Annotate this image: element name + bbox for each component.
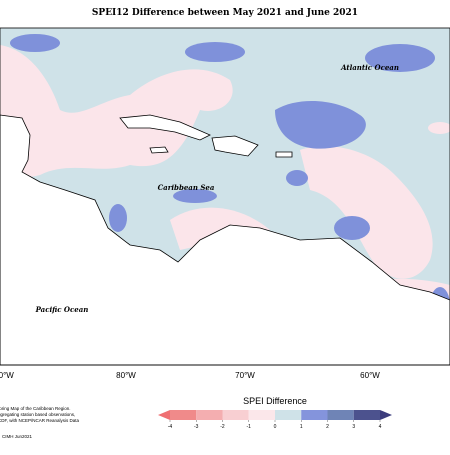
sea-label: Caribbean Sea	[158, 183, 215, 192]
footer: toring Map of the Caribbean Region.ggreg…	[0, 406, 80, 439]
colorbar-tick-label: -2	[220, 424, 225, 430]
colorbar-low	[158, 410, 170, 420]
colorbar-segment	[327, 410, 354, 420]
colorbar-segment	[196, 410, 223, 420]
ocean-label: Atlantic Ocean	[340, 63, 399, 72]
title: SPEI12 Difference between May 2021 and J…	[92, 8, 358, 18]
colorbar-segment	[353, 410, 380, 420]
longitude-label: 80°W	[116, 371, 136, 380]
colorbar-tick-label: 3	[352, 424, 355, 430]
colorbar-tick-label: -4	[168, 424, 173, 430]
colorbar-tick-label: 0	[274, 424, 277, 430]
map-frame	[0, 27, 450, 366]
colorbar-tick-label: 4	[379, 424, 382, 430]
legend: SPEI Difference -4 -3 -2 -1 0 1 2 3 4	[158, 396, 392, 430]
colorbar-segment	[275, 410, 302, 420]
ocean-label: Pacific Ocean	[35, 305, 89, 314]
colorbar-tick-label: 2	[326, 424, 329, 430]
footer-text: CDF, with NCEP/NCAR Reanalysis Data	[0, 418, 80, 423]
longitude-label: 90°W	[0, 371, 14, 380]
longitude-labels: 90°W 80°W 70°W 60°W	[0, 371, 380, 380]
colorbar-segment	[248, 410, 275, 420]
map: Atlantic Ocean Caribbean Sea Pacific Oce…	[0, 27, 450, 366]
colorbar-tick-label: -1	[247, 424, 252, 430]
footer-text: ggregating station based observations,	[0, 412, 75, 417]
legend-title: SPEI Difference	[243, 396, 307, 406]
colorbar-high	[380, 410, 392, 420]
footer-text: toring Map of the Caribbean Region.	[0, 406, 71, 411]
longitude-label: 60°W	[360, 371, 380, 380]
colorbar-segment	[222, 410, 249, 420]
colorbar-segment	[170, 410, 197, 420]
longitude-label: 70°W	[235, 371, 255, 380]
colorbar-segment	[301, 410, 328, 420]
footer-text: CIMH Jun2021	[2, 434, 33, 439]
colorbar-tick-label: 1	[300, 424, 303, 430]
colorbar-tick-label: -3	[194, 424, 199, 430]
land	[0, 114, 450, 366]
